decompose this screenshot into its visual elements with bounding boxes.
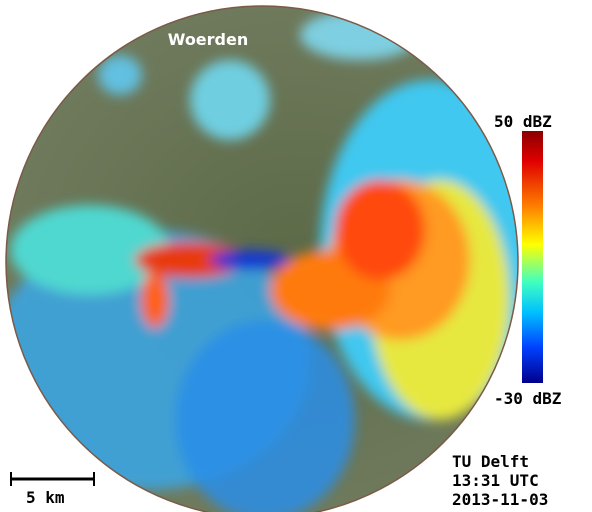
scale-bar [10,472,95,486]
credit-date: 2013-11-03 [452,490,548,509]
colorbar [522,131,543,383]
scale-bar-label: 5 km [26,488,65,507]
credit-source: TU Delft [452,452,529,471]
colorbar-min-label: -30 dBZ [494,389,562,408]
colorbar-max-label: 50 dBZ [494,112,552,131]
radar-range-ring [5,5,519,512]
place-label: Woerden [168,30,249,49]
credit-time: 13:31 UTC [452,471,539,490]
